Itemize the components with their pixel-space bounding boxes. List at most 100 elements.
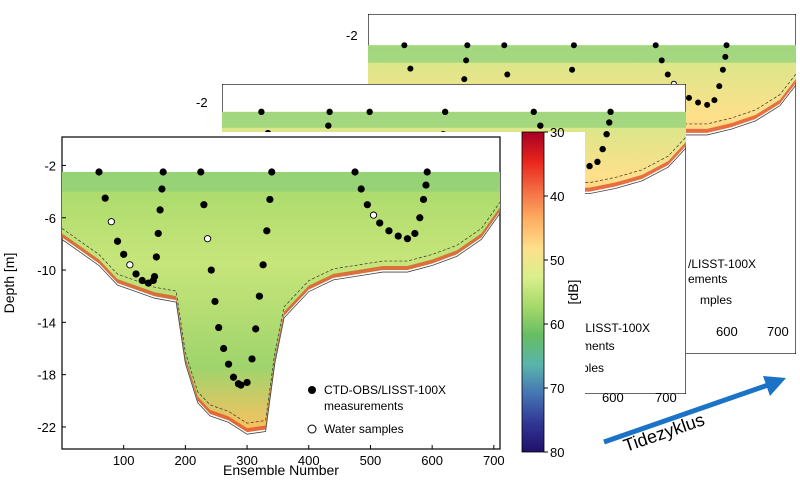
y-tick-label: -10 <box>37 263 56 278</box>
middle-y-tick: -2 <box>196 95 208 110</box>
ctd-point <box>237 381 245 389</box>
water-sample-point <box>126 261 134 269</box>
ctd-point <box>113 237 122 245</box>
x-tick-label: 700 <box>483 453 505 468</box>
y-tick-label: -14 <box>37 315 56 330</box>
ctd-point <box>159 168 167 176</box>
ctd-point <box>607 108 614 116</box>
ctd-point <box>224 360 233 368</box>
middle-legend-text: /LISST-100X <box>582 321 650 335</box>
ctd-point <box>351 168 359 176</box>
colorbar-tick-label: 40 <box>550 189 564 204</box>
ctd-point <box>366 108 373 116</box>
ctd-point <box>419 195 428 204</box>
back-x-tick: 600 <box>716 324 738 339</box>
ctd-point <box>416 214 424 222</box>
ctd-point <box>403 235 412 243</box>
ctd-point <box>504 71 511 78</box>
back-x-tick: 700 <box>767 324 789 339</box>
y-tick-label: -6 <box>44 211 56 226</box>
legend-entry: measurements <box>324 399 403 413</box>
x-tick-label: 200 <box>175 453 197 468</box>
ctd-point <box>215 323 223 332</box>
ctd-point <box>652 42 659 49</box>
legend: CTD-OBS/LISST-100X measurements Water samp… <box>307 383 446 436</box>
water-sample-point <box>370 211 377 219</box>
ctd-point <box>197 168 205 176</box>
ctd-point <box>407 65 414 72</box>
ctd-point <box>704 101 711 108</box>
ctd-point <box>220 344 228 353</box>
ctd-point <box>255 292 264 300</box>
ctd-point <box>423 168 431 176</box>
ctd-point <box>268 168 276 176</box>
front-panel-chart: 100 200 300 400 500 600 700 -2 -6 -10 -14 -18 -22 Ens… <box>0 125 585 483</box>
x-tick-label: 400 <box>298 453 320 468</box>
backscatter-field <box>62 171 500 433</box>
ctd-point <box>685 94 692 101</box>
dashed-contour <box>61 202 501 424</box>
ctd-point <box>463 57 470 64</box>
ctd-point <box>537 122 544 129</box>
ctd-point <box>325 122 332 129</box>
colorbar-tick-label: 60 <box>550 317 564 332</box>
ctd-point <box>411 229 419 238</box>
ctd-point <box>385 227 393 235</box>
ctd-point <box>138 276 146 285</box>
ctd-point <box>266 195 274 204</box>
ctd-point <box>376 219 384 227</box>
surface-layer <box>222 111 686 128</box>
arrow-shaft <box>603 382 769 445</box>
ctd-point <box>248 355 256 363</box>
ctd-point <box>441 108 449 116</box>
ctd-point <box>586 162 593 170</box>
ctd-point <box>263 227 271 235</box>
y-axis-label: Depth [m] <box>1 253 17 314</box>
arrow-head <box>763 376 786 396</box>
ctd-point <box>101 194 109 202</box>
ctd-point <box>569 66 576 73</box>
colorbar <box>521 131 545 453</box>
ctd-point <box>211 297 219 306</box>
ctd-point <box>464 42 471 49</box>
middle-legend-text: ples <box>582 361 604 375</box>
ctd-point <box>599 145 606 153</box>
ctd-point <box>394 232 402 240</box>
x-tick-label: 100 <box>113 453 135 468</box>
ctd-point <box>719 66 726 73</box>
middle-x-tick: 600 <box>602 390 624 405</box>
x-axis-label: Ensemble Number <box>223 462 339 478</box>
ctd-point <box>422 181 430 189</box>
ctd-point <box>603 130 610 138</box>
ctd-point <box>200 201 208 209</box>
ctd-point <box>229 373 238 381</box>
ctd-point <box>158 185 166 193</box>
ctd-point <box>570 42 577 49</box>
x-tick-label: 600 <box>421 453 443 468</box>
colorbar-label: [dB] <box>565 280 581 305</box>
ctd-point <box>326 108 333 116</box>
ctd-point <box>401 42 408 49</box>
ctd-point <box>594 158 601 166</box>
ctd-point <box>695 99 702 106</box>
legend-entry: CTD-OBS/LISST-100X <box>324 383 446 397</box>
ctd-point <box>461 76 468 83</box>
ctd-point <box>711 97 718 104</box>
colorbar-tick-label: 80 <box>550 445 564 460</box>
ctd-point <box>722 53 729 60</box>
ctd-point <box>259 261 267 269</box>
surface-layer <box>368 45 796 63</box>
y-tick-label: -18 <box>37 368 56 383</box>
ctd-point <box>258 108 265 116</box>
ctd-point <box>716 83 723 90</box>
colorbar-tick-label: 30 <box>550 125 564 140</box>
ctd-point <box>723 42 730 49</box>
colorbar-tick-label: 50 <box>550 253 564 268</box>
middle-x-tick: 700 <box>655 390 677 405</box>
ctd-point <box>363 201 371 209</box>
surface-layer <box>62 171 500 192</box>
x-tick-label: 300 <box>236 453 258 468</box>
water-sample-point <box>108 218 115 225</box>
arrow-label: Tidezyklus <box>621 409 707 455</box>
